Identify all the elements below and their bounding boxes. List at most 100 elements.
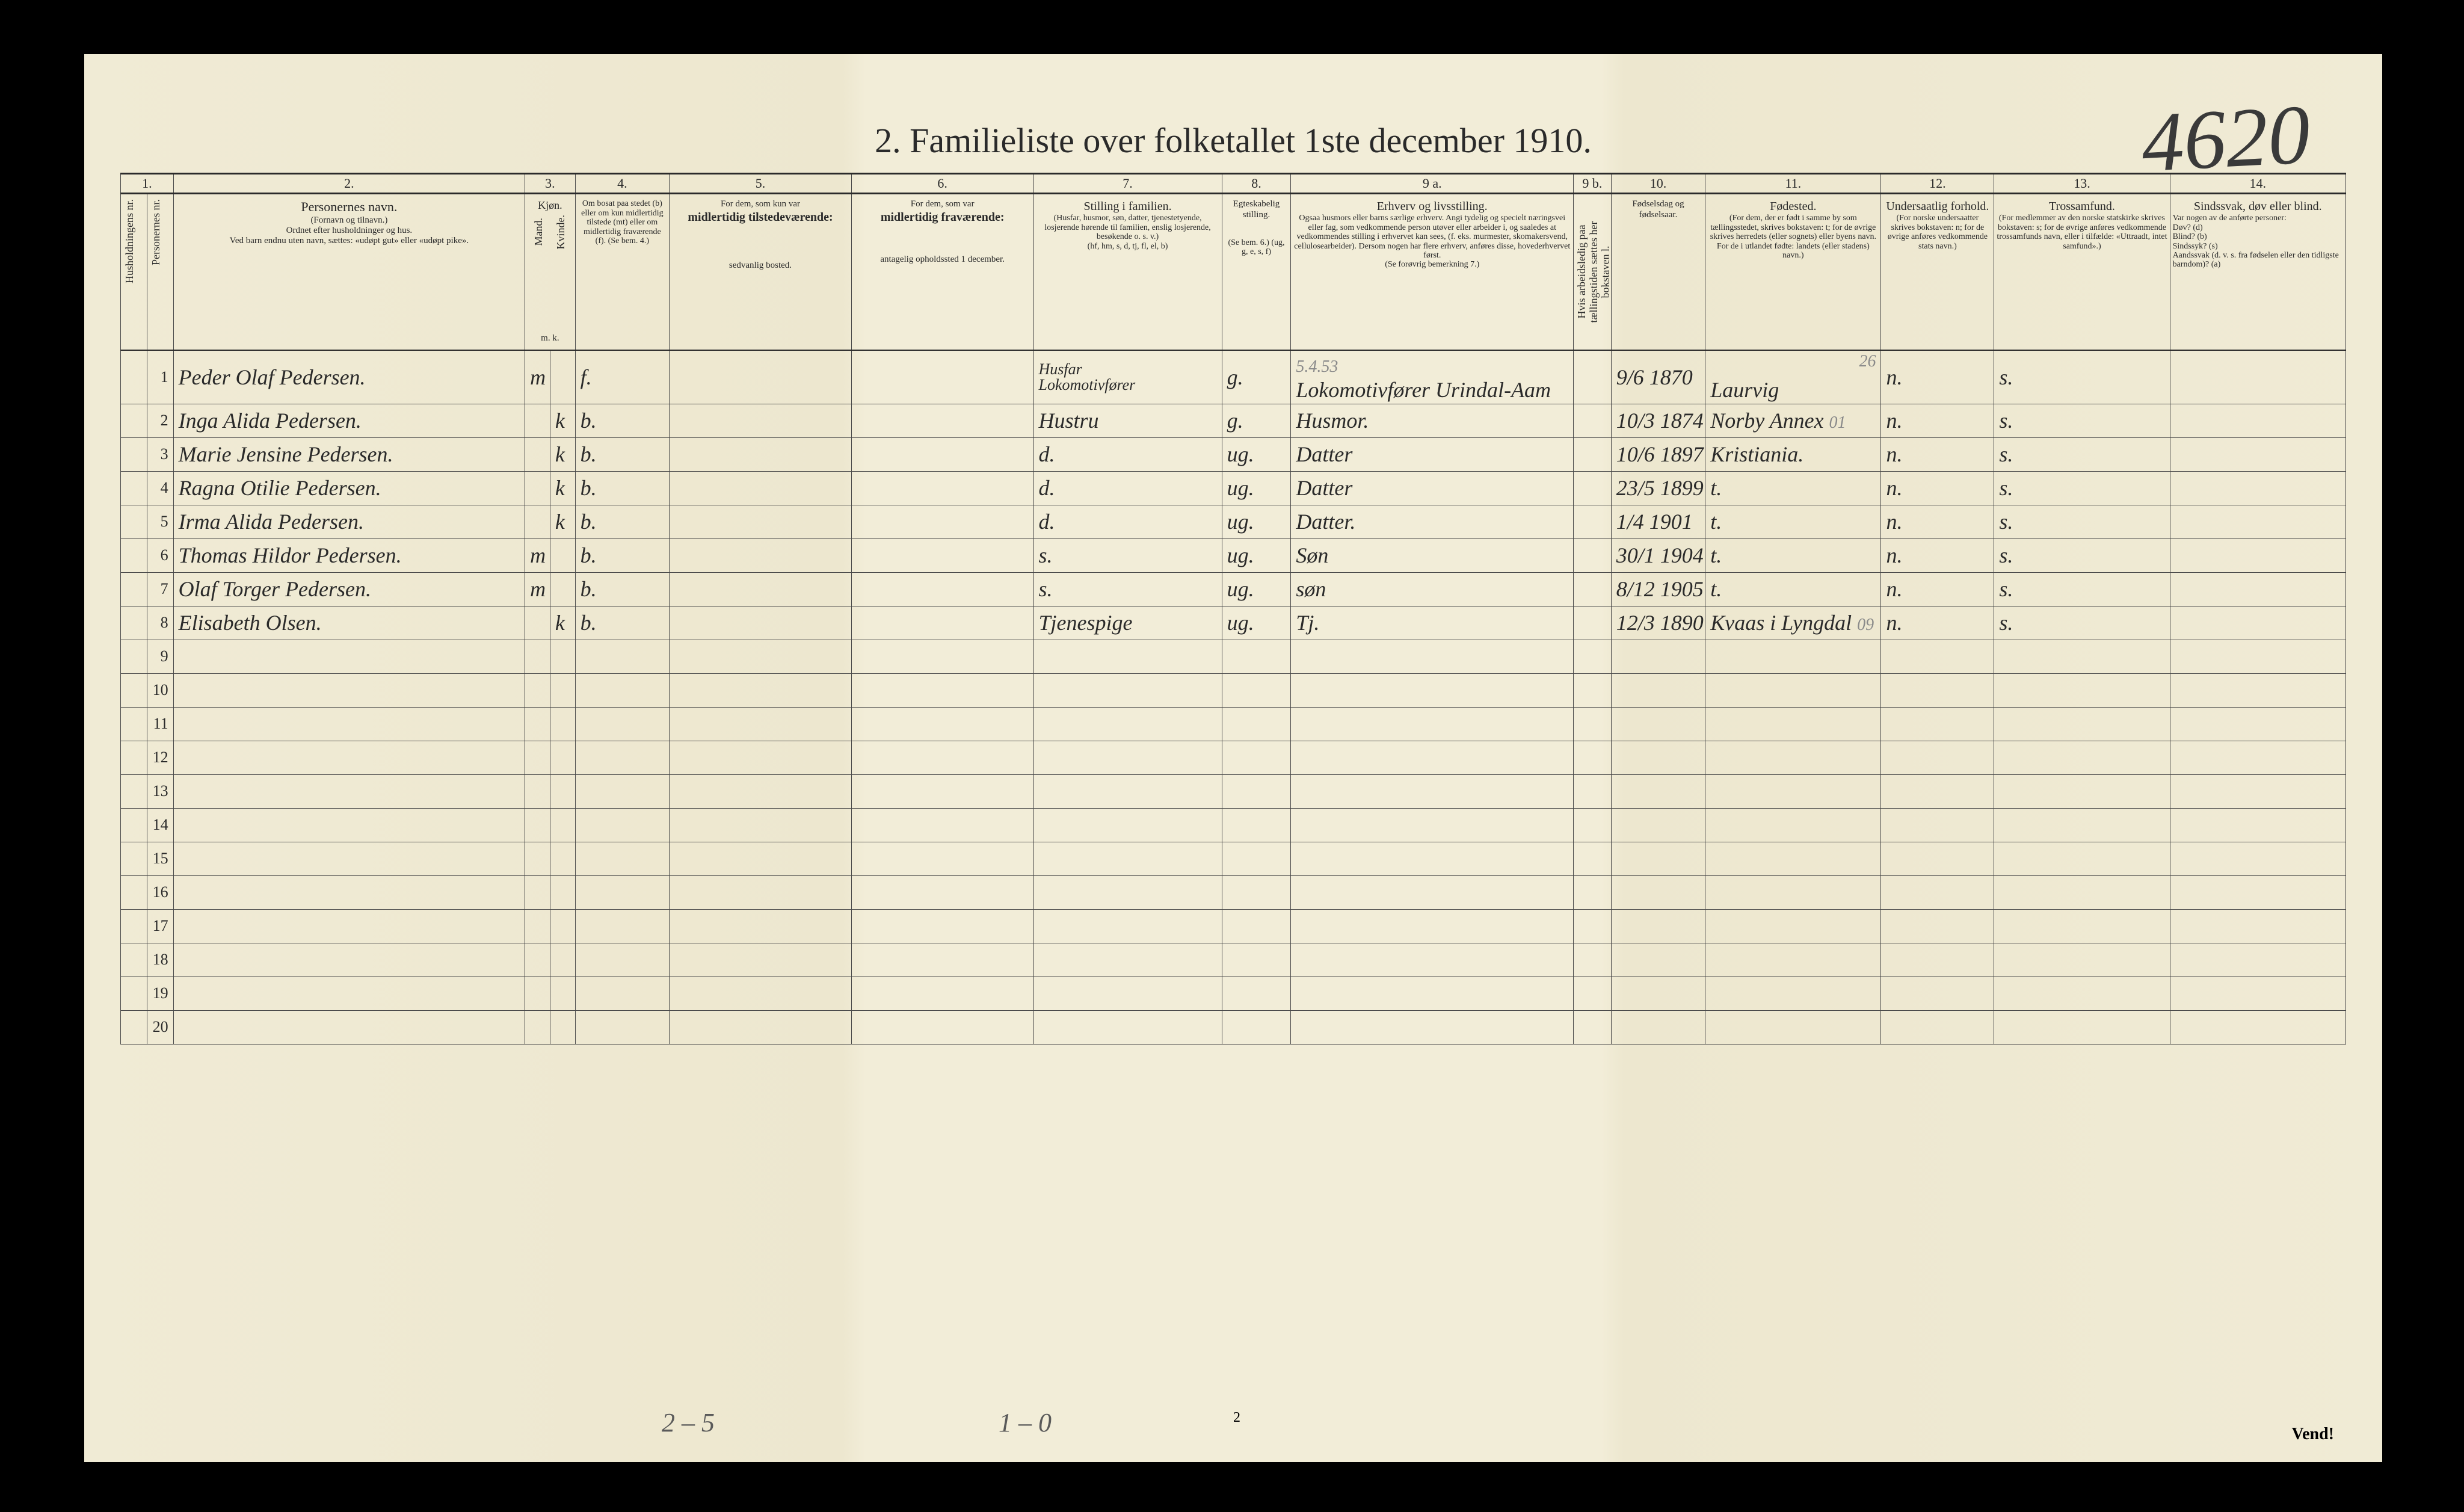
cell: [1222, 673, 1291, 707]
cell: [1611, 673, 1705, 707]
cell: b.: [575, 437, 670, 471]
table-row: 12: [121, 741, 2346, 774]
cell: [121, 842, 147, 875]
cell: [121, 640, 147, 673]
cell: [1033, 909, 1222, 943]
cell: [1611, 774, 1705, 808]
cell: [670, 1010, 852, 1044]
cell: [1574, 538, 1612, 572]
cell: [121, 774, 147, 808]
cell: n.: [1881, 505, 1994, 538]
paper-sheet: 4620 2. Familieliste over folketallet 1s…: [84, 54, 2382, 1462]
cell: k: [550, 404, 575, 437]
cell: [550, 538, 575, 572]
cell: [173, 1010, 525, 1044]
cell: [2170, 1010, 2345, 1044]
cell: [575, 640, 670, 673]
cell: s.: [1994, 350, 2170, 404]
cell: [525, 471, 550, 505]
colnum-1: 1.: [121, 174, 174, 194]
cell: [1291, 707, 1574, 741]
cell: 20: [147, 1010, 173, 1044]
cell: [1291, 1010, 1574, 1044]
cell: k: [550, 606, 575, 640]
cell: [851, 404, 1033, 437]
table-row: 19: [121, 977, 2346, 1010]
cell: [670, 909, 852, 943]
table-header: 1. 2. 3. 4. 5. 6. 7. 8. 9 a. 9 b. 10. 11…: [121, 174, 2346, 350]
cell: [121, 538, 147, 572]
cell: [2170, 471, 2345, 505]
cell: f.: [575, 350, 670, 404]
cell: [121, 404, 147, 437]
cell: [173, 808, 525, 842]
table-row: 5Irma Alida Pedersen.kb.d.ug.Datter.1/4 …: [121, 505, 2346, 538]
cell: [851, 977, 1033, 1010]
cell: [1611, 977, 1705, 1010]
cell: Peder Olaf Pedersen.: [173, 350, 525, 404]
cell: [121, 471, 147, 505]
table-row: 1Peder Olaf Pedersen.mf.Husfar Lokomotiv…: [121, 350, 2346, 404]
colnum-9a: 9 a.: [1291, 174, 1574, 194]
cell: [1291, 842, 1574, 875]
head-occupation: Erhverv og livsstilling. Ogsaa husmors e…: [1291, 194, 1574, 350]
cell: [1611, 707, 1705, 741]
cell: [2170, 640, 2345, 673]
cell: [1033, 640, 1222, 673]
cell: [1705, 1010, 1881, 1044]
cell: Thomas Hildor Pedersen.: [173, 538, 525, 572]
table-row: 14: [121, 808, 2346, 842]
cell: s.: [1994, 471, 2170, 505]
cell: n.: [1881, 572, 1994, 606]
cell: [1881, 741, 1994, 774]
cell: [1611, 842, 1705, 875]
cell: [121, 741, 147, 774]
footer-tally-1: 2 – 5: [662, 1407, 715, 1438]
cell: Datter: [1291, 471, 1574, 505]
cell: [2170, 707, 2345, 741]
cell: [851, 741, 1033, 774]
table-row: 15: [121, 842, 2346, 875]
cell: [550, 673, 575, 707]
table-row: 13: [121, 774, 2346, 808]
page-number: 2: [1233, 1410, 1240, 1426]
cell: søn: [1291, 572, 1574, 606]
cell: [1705, 875, 1881, 909]
colnum-5: 5.: [670, 174, 852, 194]
cell: 8/12 1905: [1611, 572, 1705, 606]
cell: 30/1 1904: [1611, 538, 1705, 572]
cell: [1291, 977, 1574, 1010]
table-row: 20: [121, 1010, 2346, 1044]
cell: [1574, 842, 1612, 875]
cell: [851, 707, 1033, 741]
head-temp-present: For dem, som kun var midlertidig tilsted…: [670, 194, 852, 350]
table-row: 11: [121, 707, 2346, 741]
cell: [670, 977, 852, 1010]
corner-handwritten-number: 4620: [2139, 86, 2312, 191]
cell: [173, 741, 525, 774]
cell: ug.: [1222, 538, 1291, 572]
table-row: 6Thomas Hildor Pedersen.mb.s.ug.Søn30/1 …: [121, 538, 2346, 572]
cell: 1/4 1901: [1611, 505, 1705, 538]
cell: t.: [1705, 505, 1881, 538]
cell: [1994, 741, 2170, 774]
cell: [851, 808, 1033, 842]
cell: [1574, 943, 1612, 977]
cell: [1574, 977, 1612, 1010]
table-row: 17: [121, 909, 2346, 943]
cell: 3: [147, 437, 173, 471]
cell: [550, 350, 575, 404]
cell: [1705, 741, 1881, 774]
cell: [2170, 350, 2345, 404]
cell: [525, 875, 550, 909]
cell: 19: [147, 977, 173, 1010]
cell: [173, 943, 525, 977]
cell: [1611, 640, 1705, 673]
cell: s.: [1994, 437, 2170, 471]
cell: [2170, 673, 2345, 707]
cell: b.: [575, 471, 670, 505]
cell: [525, 943, 550, 977]
cell: Tjenespige: [1033, 606, 1222, 640]
cell: [1994, 842, 2170, 875]
cell: [1291, 909, 1574, 943]
